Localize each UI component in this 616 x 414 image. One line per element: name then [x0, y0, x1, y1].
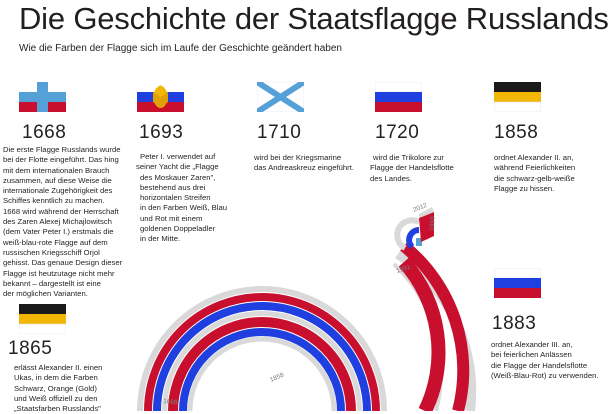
flag-1858-icon: [494, 82, 541, 112]
entry-1710-year: 1710: [257, 122, 302, 143]
sweep-red-inner: [398, 257, 446, 411]
entry-1693-year: 1693: [139, 122, 184, 143]
flag-1693-icon: [137, 82, 184, 112]
arc-1991-2012: [392, 207, 477, 411]
double-eagle-icon: [153, 85, 168, 108]
entry-1720-text: wird die Trikolore zur Flagge der Handels…: [370, 153, 454, 183]
entry-1883-year: 1883: [492, 313, 537, 334]
entry-1668-text: Die erste Flagge Russlands wurde bei der …: [3, 145, 123, 299]
year-label-1668: 1668: [163, 398, 178, 407]
entry-1720-year: 1720: [375, 122, 420, 143]
entry-1668-year: 1668: [22, 122, 67, 143]
flag-1865-icon: [19, 304, 66, 334]
small-blue: [406, 227, 420, 250]
page-subtitle: Wie die Farben der Flagge sich im Laufe …: [19, 43, 342, 54]
flag-1710-icon: [257, 82, 304, 112]
entry-1693-text: Peter I. verwendet auf seiner Yacht die „…: [136, 152, 228, 244]
arc-blue-band: [153, 302, 371, 411]
arc-grey-core: [187, 336, 337, 411]
arc-grey-inner: [162, 311, 362, 411]
flag-1720-icon: [375, 82, 422, 112]
arc-outer-grey: [137, 286, 387, 411]
arc-blue-inner: [179, 328, 345, 411]
entry-1865-text: erlässt Alexander II. einen Ukas, in dem …: [14, 363, 103, 414]
small-grey-top: [419, 207, 434, 218]
entry-1858-year: 1858: [494, 122, 539, 143]
year-label-1993: 1993: [429, 216, 437, 231]
arc-red-band: [144, 293, 380, 411]
small-grey: [394, 217, 421, 251]
year-label-1858: 1858: [269, 371, 285, 383]
small-red: [419, 212, 434, 242]
sweep-red: [400, 241, 470, 411]
flag-1883-icon: [494, 268, 541, 298]
entry-1883-text: ordnet Alexander III. an, bei feierlichen…: [491, 340, 599, 380]
entry-1710-text: wird bei der Kriegsmarine das Andreaskreu…: [254, 153, 355, 173]
year-label-1991: 1991: [395, 264, 411, 275]
flag-1668-icon: [19, 82, 66, 112]
arc-red-inner: [168, 317, 356, 411]
page-title: Die Geschichte der Staatsflagge Russland…: [19, 1, 609, 36]
arc-1693-1991: [137, 286, 387, 411]
entry-1858-text: ordnet Alexander II. an, während Feierlic…: [494, 153, 576, 193]
entry-1865-year: 1865: [8, 338, 53, 359]
